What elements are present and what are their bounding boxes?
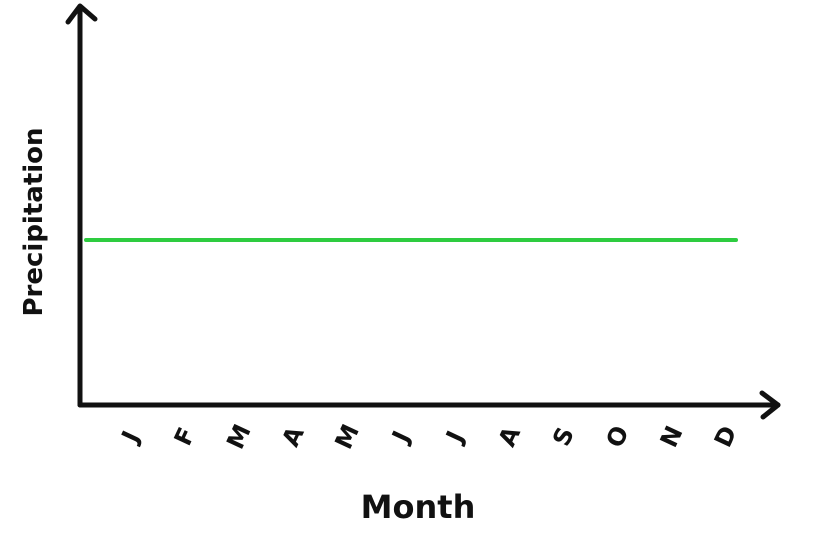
x-tick-label: N <box>655 422 689 452</box>
x-axis-arrowhead <box>759 390 781 420</box>
x-tick-label: A <box>276 422 309 451</box>
x-tick-label: J <box>386 427 416 449</box>
x-tick-label: S <box>547 423 580 451</box>
x-tick-label: M <box>221 420 256 453</box>
x-tick-label: A <box>493 422 526 451</box>
y-axis-arrowhead <box>65 3 98 25</box>
y-axis-title: Precipitation <box>19 127 49 316</box>
x-tick-label: D <box>709 422 743 452</box>
x-tick-label: J <box>440 427 470 449</box>
axes <box>65 3 781 420</box>
x-tick-label: M <box>329 420 364 453</box>
x-tick-label: J <box>115 427 145 449</box>
x-tick-label: F <box>169 423 201 450</box>
x-tick-label: O <box>601 421 635 451</box>
x-axis-title: Month <box>361 488 476 526</box>
